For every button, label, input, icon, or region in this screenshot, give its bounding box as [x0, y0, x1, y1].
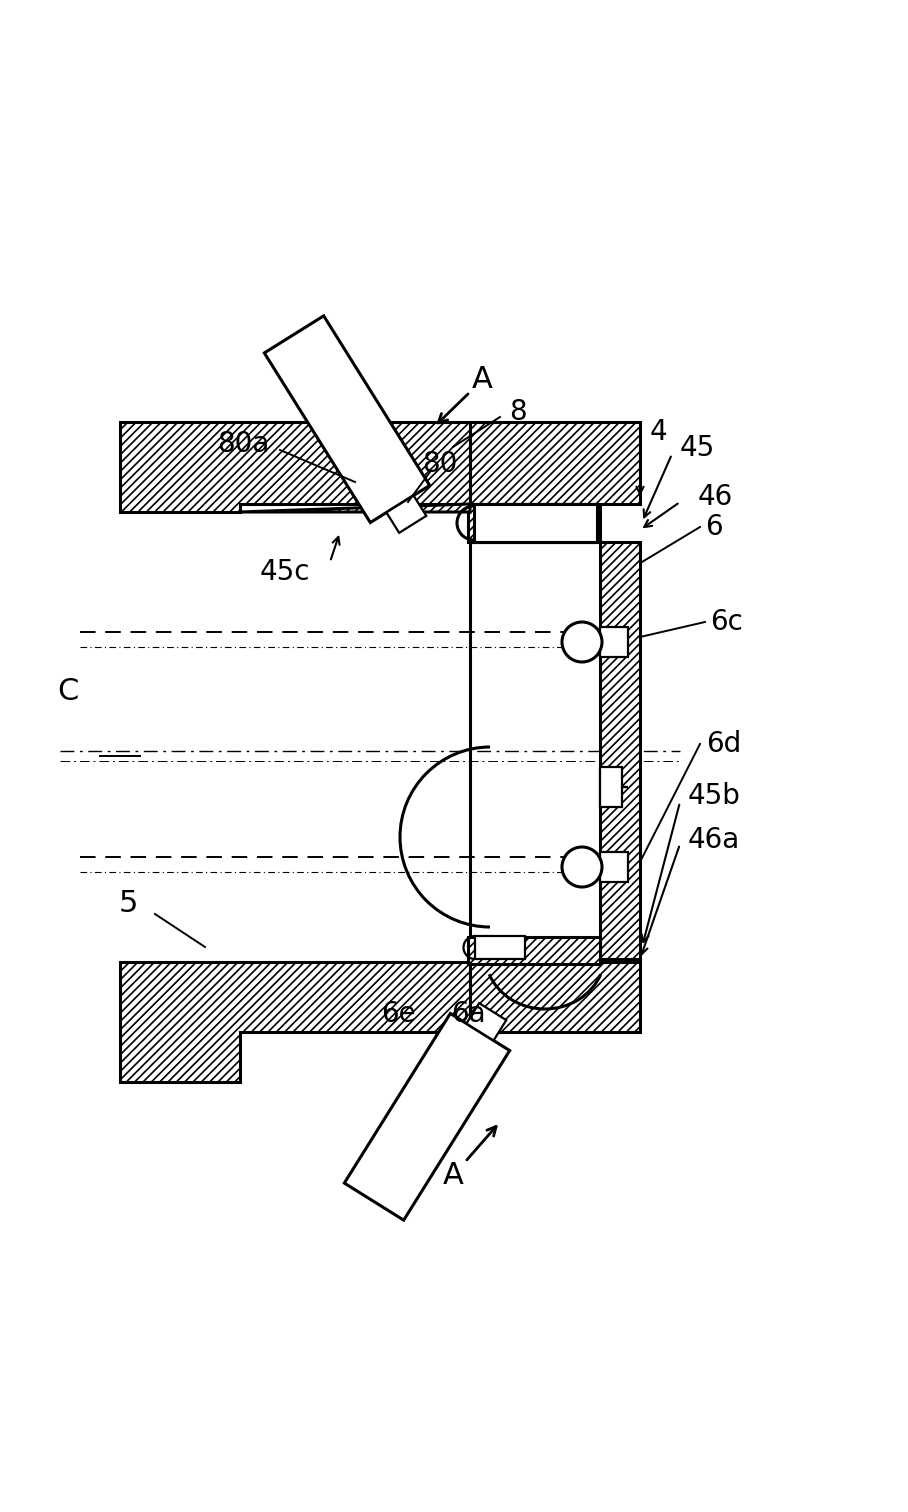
Polygon shape [240, 503, 470, 513]
Circle shape [562, 621, 602, 662]
Polygon shape [120, 422, 470, 513]
Text: 46: 46 [698, 482, 734, 511]
Text: 80: 80 [422, 451, 458, 478]
Text: A: A [442, 1161, 463, 1190]
Text: 6: 6 [705, 513, 723, 541]
Text: 5: 5 [118, 889, 138, 918]
Text: 6e: 6e [380, 999, 415, 1028]
Bar [467, 1002, 507, 1040]
Bar [600, 541, 640, 959]
Polygon shape [474, 503, 597, 541]
Polygon shape [120, 962, 470, 1083]
Text: 4: 4 [650, 417, 667, 446]
Text: C: C [57, 677, 79, 706]
Bar [344, 1013, 509, 1220]
Text: 80a: 80a [217, 429, 269, 458]
Text: 46a: 46a [688, 826, 740, 854]
Bar [468, 937, 600, 965]
Text: 6a: 6a [450, 999, 485, 1028]
Bar [468, 503, 600, 541]
Text: 45: 45 [680, 434, 716, 463]
Text: 6c: 6c [710, 608, 743, 637]
Text: A: A [471, 364, 492, 393]
Text: 6d: 6d [706, 730, 741, 758]
Polygon shape [470, 962, 640, 1033]
Text: 45b: 45b [688, 782, 741, 810]
Bar [264, 316, 429, 523]
Text: 45c: 45c [260, 558, 311, 587]
Polygon shape [600, 767, 628, 807]
Bar [600, 851, 628, 881]
Polygon shape [470, 422, 640, 503]
Bar [600, 627, 628, 658]
Text: 8: 8 [509, 398, 527, 426]
Circle shape [562, 847, 602, 888]
Bar [387, 496, 426, 532]
Polygon shape [475, 936, 525, 959]
